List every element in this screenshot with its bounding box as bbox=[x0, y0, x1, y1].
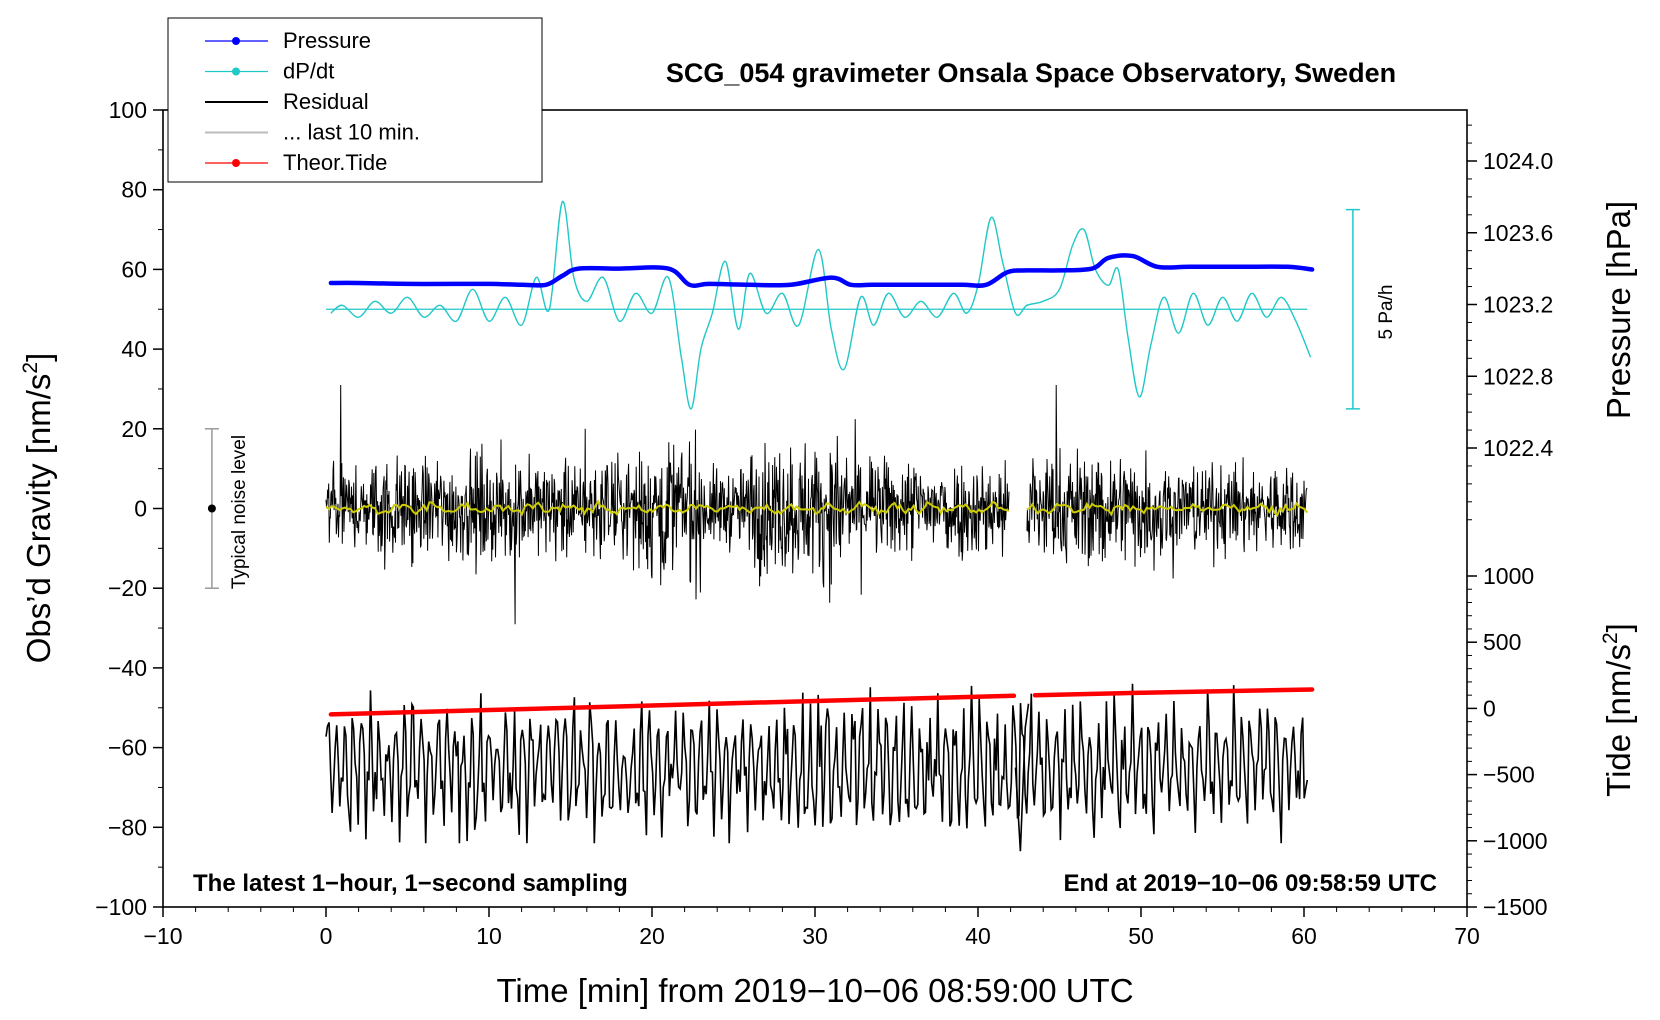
legend-swatch-marker bbox=[232, 37, 240, 45]
tide-label-text: Tide [nm/s bbox=[1600, 644, 1637, 797]
gravity-label-close: ] bbox=[20, 353, 57, 362]
x-tick-label: 0 bbox=[320, 923, 333, 949]
y-left-tick-label: −80 bbox=[108, 814, 147, 840]
series-theor-tide bbox=[328, 687, 1315, 717]
tide-tick-label: −500 bbox=[1483, 762, 1535, 788]
pressure-line bbox=[328, 253, 1315, 288]
noise-label: Typical noise level bbox=[229, 435, 250, 589]
dpdt-line bbox=[330, 200, 1312, 410]
series-dpdt bbox=[326, 200, 1312, 410]
last-10-min-spike bbox=[1014, 703, 1030, 852]
x-tick-label: 10 bbox=[476, 923, 502, 949]
last-10-min-line bbox=[325, 683, 1309, 844]
x-tick-label: 60 bbox=[1291, 923, 1317, 949]
y-left-tick-label: 0 bbox=[134, 496, 147, 522]
pressure-tick-label: 1023.2 bbox=[1483, 292, 1553, 318]
y-left-tick-label: 60 bbox=[121, 256, 147, 282]
pressure-tick-label: 1023.6 bbox=[1483, 220, 1553, 246]
y-axis-label-tide: Tide [nm/s2] bbox=[1599, 623, 1637, 797]
tide-tick-label: 0 bbox=[1483, 695, 1496, 721]
x-tick-label: 40 bbox=[965, 923, 991, 949]
legend-item: Residual bbox=[205, 89, 369, 114]
residual-smoothed-line-1 bbox=[1026, 501, 1309, 518]
tide-label-sup: 2 bbox=[1599, 632, 1622, 644]
errorbar-center-dot bbox=[207, 504, 216, 513]
pa-scale-label: 5 Pa/h bbox=[1376, 285, 1397, 340]
y-left-tick-label: −60 bbox=[108, 735, 147, 761]
tide-tick-label: −1500 bbox=[1483, 894, 1548, 920]
y-left-tick-label: −20 bbox=[108, 575, 147, 601]
series-last-10-min bbox=[325, 683, 1309, 852]
series-residual bbox=[325, 384, 1309, 625]
legend-item: Pressure bbox=[205, 28, 371, 53]
y-left-tick-label: 40 bbox=[121, 336, 147, 362]
gravity-label-text: Obs’d Gravity [nm/s bbox=[20, 374, 57, 664]
legend-swatch-marker bbox=[232, 159, 240, 167]
legend-label: Pressure bbox=[283, 28, 371, 53]
annotation-sampling: The latest 1−hour, 1−second sampling bbox=[193, 870, 628, 897]
legend-label: Theor.Tide bbox=[283, 150, 387, 175]
tide-tick-label: −1000 bbox=[1483, 828, 1548, 854]
x-tick-label: 50 bbox=[1128, 923, 1154, 949]
error-bars bbox=[204, 208, 1360, 589]
y-left-tick-label: −100 bbox=[95, 894, 147, 920]
series-pressure bbox=[328, 253, 1315, 288]
chart-title: SCG_054 gravimeter Onsala Space Observat… bbox=[666, 58, 1396, 88]
y-axis-label-pressure: Pressure [hPa] bbox=[1600, 201, 1637, 419]
series-layer bbox=[325, 200, 1315, 852]
pressure-tick-label: 1022.4 bbox=[1483, 435, 1554, 461]
legend-swatch-marker bbox=[232, 67, 240, 76]
tide-label-close: ] bbox=[1600, 623, 1637, 632]
legend-label: ... last 10 min. bbox=[283, 120, 420, 145]
tide-line-1 bbox=[1032, 687, 1315, 698]
residual-smoothed-line-0 bbox=[325, 499, 1010, 517]
axes-layer: −10 0 10 20 30 40 50 60 70100806040200−20−40−60−… bbox=[95, 97, 1553, 949]
pressure-tick-label: 1024.0 bbox=[1483, 148, 1553, 174]
tide-tick-label: 500 bbox=[1483, 629, 1521, 655]
y-left-tick-label: −40 bbox=[108, 655, 147, 681]
y-axis-label-gravity: Obs’d Gravity [nm/s2] bbox=[19, 353, 57, 664]
tide-line-0 bbox=[328, 693, 1017, 717]
x-tick-label: 30 bbox=[802, 923, 828, 949]
residual-line-1 bbox=[1026, 384, 1308, 579]
legend-box bbox=[167, 17, 543, 183]
pa-scale-bar bbox=[1345, 208, 1360, 410]
y-left-tick-label: 80 bbox=[121, 177, 147, 203]
residual-line-0 bbox=[325, 384, 1010, 625]
legend: Pressure dP/dt Residual ... last 10 min. The… bbox=[167, 17, 543, 183]
x-tick-label: 70 bbox=[1454, 923, 1480, 949]
x-tick-label: −10 bbox=[143, 923, 182, 949]
legend-item: dP/dt bbox=[205, 59, 334, 84]
x-axis-label: Time [min] from 2019−10−06 08:59:00 UTC bbox=[496, 972, 1133, 1009]
y-left-tick-label: 20 bbox=[121, 416, 147, 442]
pressure-tick-label: 1022.8 bbox=[1483, 363, 1553, 389]
legend-label: dP/dt bbox=[283, 59, 334, 84]
gravity-label-sup: 2 bbox=[19, 362, 42, 374]
legend-item: Theor.Tide bbox=[205, 150, 387, 175]
annotation-end-time: End at 2019−10−06 09:58:59 UTC bbox=[1063, 870, 1437, 897]
legend-label: Residual bbox=[283, 89, 369, 114]
x-tick-label: 20 bbox=[639, 923, 665, 949]
legend-item: ... last 10 min. bbox=[205, 120, 420, 145]
tide-tick-label: 1000 bbox=[1483, 563, 1534, 589]
noise-level-bar bbox=[204, 428, 219, 589]
y-left-tick-label: 100 bbox=[109, 97, 147, 123]
